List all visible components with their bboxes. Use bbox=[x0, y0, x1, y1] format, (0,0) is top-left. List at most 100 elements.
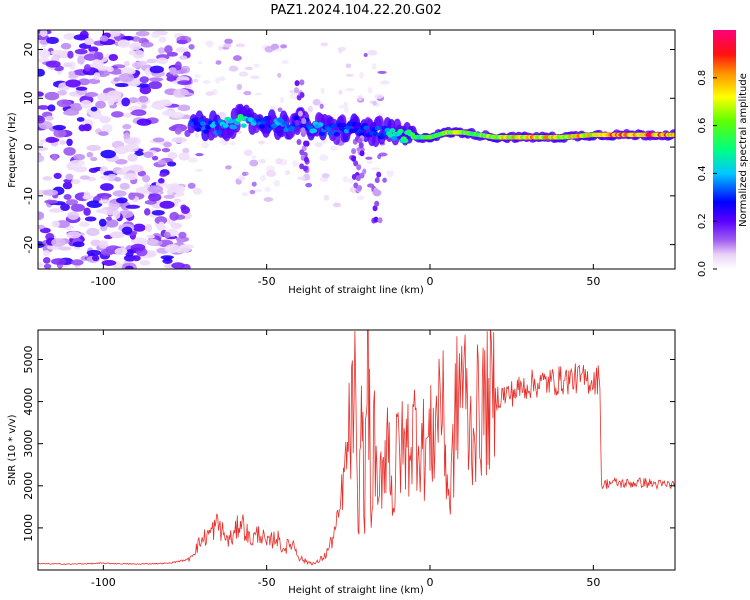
spectrogram-noise-blob bbox=[88, 167, 99, 173]
spectrogram-scatter-blob bbox=[218, 46, 223, 51]
spectrogram-dribble-blob bbox=[301, 118, 307, 125]
spectrogram-scatter-blob bbox=[367, 86, 373, 94]
spectrogram-scatter-blob bbox=[266, 170, 276, 177]
spectrogram-scatter-blob bbox=[342, 176, 348, 183]
spectrogram-scatter-blob bbox=[319, 154, 329, 162]
spectrogram-noise-blob bbox=[51, 238, 66, 247]
spectrogram-noise-blob bbox=[170, 222, 182, 230]
spectrogram-dribble-blob bbox=[299, 163, 305, 170]
spectrogram-noise-blob bbox=[44, 199, 59, 204]
spectrogram-noise-blob bbox=[119, 182, 130, 190]
spectrogram-noise-blob bbox=[47, 104, 56, 112]
spectrogram-ridge-core bbox=[346, 121, 353, 127]
spectrogram-noise-blob bbox=[53, 129, 67, 138]
spectrogram-noise-blob bbox=[159, 200, 175, 209]
spectrogram-ridge-core bbox=[356, 128, 363, 134]
spectrogram-scatter-blob bbox=[219, 76, 226, 82]
spectrogram-noise-blob bbox=[98, 131, 109, 137]
spectrogram-noise-blob bbox=[145, 223, 153, 232]
spectrogram-scatter-blob bbox=[194, 168, 203, 172]
spectrogram-noise-blob bbox=[99, 35, 109, 42]
spectrogram-noise-blob bbox=[175, 47, 188, 53]
spectrogram-noise-blob bbox=[77, 55, 85, 65]
y-tick-label: 0 bbox=[22, 144, 35, 151]
spectrogram-noise-blob bbox=[38, 47, 48, 53]
spectrogram-noise-blob bbox=[167, 161, 177, 167]
spectrogram-noise-blob bbox=[67, 211, 80, 220]
spectrogram-noise-blob bbox=[174, 61, 182, 71]
spectrogram-scatter-blob bbox=[260, 174, 266, 182]
spectrogram-dribble-blob bbox=[294, 126, 300, 133]
spectrogram-noise-blob bbox=[63, 110, 80, 116]
spectrogram-noise-blob bbox=[102, 124, 113, 133]
spectrogram-noise-blob bbox=[147, 193, 162, 202]
spectrogram-ridge-core bbox=[258, 124, 265, 129]
spectrogram-scatter-blob bbox=[235, 43, 246, 48]
spectrogram-x-ticks: -100 -50 0 50 bbox=[91, 30, 600, 288]
spectrogram-dribble-blob bbox=[353, 160, 359, 167]
spectrogram-scatter-blob bbox=[363, 52, 368, 57]
spectrogram-noise-blob bbox=[127, 153, 138, 162]
spectrogram-noise-blob bbox=[139, 85, 152, 95]
spectrogram-noise-blob bbox=[127, 97, 140, 103]
spectrogram-scatter-blob bbox=[332, 202, 342, 208]
spectrogram-scatter-blob bbox=[251, 181, 257, 187]
spectrogram-noise-blob bbox=[151, 209, 165, 216]
colorbar-tick-label: 0.4 bbox=[697, 165, 708, 181]
spectrogram-dribble-blob bbox=[296, 138, 302, 145]
colorbar-ticks: 0.0 0.2 0.4 0.6 0.8 bbox=[697, 70, 717, 277]
chart-title: PAZ1.2024.104.22.20.G02 bbox=[270, 3, 441, 18]
spectrogram-scatter-blob bbox=[238, 71, 249, 77]
spectrogram-scatter-blob bbox=[251, 155, 257, 160]
x-tick-label: 50 bbox=[586, 576, 600, 589]
spectrogram-noise-blob bbox=[62, 181, 73, 190]
spectrogram-scatter-blob bbox=[366, 160, 374, 165]
spectrogram-noise-blob bbox=[43, 263, 52, 269]
spectrogram-scatter-blob bbox=[225, 165, 232, 170]
spectrogram-noise-blob bbox=[63, 33, 76, 40]
spectrogram-noise-blob bbox=[79, 30, 89, 39]
spectrogram-ridge-core bbox=[374, 125, 381, 131]
spectrogram-scatter-blob bbox=[215, 60, 222, 65]
spectrogram-scatter-blob bbox=[258, 158, 266, 164]
spectrogram-scatter-blob bbox=[319, 103, 324, 109]
spectrogram-noise-blob bbox=[38, 211, 45, 221]
spectrogram-scatter-blob bbox=[292, 160, 299, 168]
spectrogram-heatmap bbox=[38, 30, 675, 269]
spectrogram-noise-blob bbox=[173, 198, 182, 203]
spectrogram-scatter-blob bbox=[285, 169, 291, 176]
spectrogram-noise-blob bbox=[76, 117, 85, 122]
spectrogram-noise-blob bbox=[38, 224, 45, 230]
spectrogram-noise-blob bbox=[84, 216, 97, 222]
spectrogram-noise-blob bbox=[80, 99, 92, 109]
spectrogram-noise-blob bbox=[53, 172, 62, 180]
spectrogram-noise-blob bbox=[111, 111, 124, 118]
spectrogram-dribble-blob bbox=[294, 80, 300, 87]
spectrogram-noise-blob bbox=[177, 80, 192, 86]
colorbar-tick-label: 0.6 bbox=[697, 118, 708, 134]
spectrogram-noise-blob bbox=[156, 57, 168, 65]
spectrogram-scatter-blob bbox=[277, 107, 283, 113]
x-tick-label: -100 bbox=[91, 275, 116, 288]
spectrogram-scatter-blob bbox=[184, 92, 194, 96]
spectrogram-scatter-blob bbox=[275, 158, 283, 165]
spectrogram-dribble-blob bbox=[300, 127, 306, 134]
spectrogram-noise-blob bbox=[86, 144, 101, 152]
spectrogram-noise-blob bbox=[100, 175, 110, 180]
spectrogram-ridge-core bbox=[195, 127, 202, 132]
spectrogram-noise-blob bbox=[158, 100, 173, 107]
spectrogram-noise-blob bbox=[108, 53, 118, 61]
spectrogram-noise-blob bbox=[59, 140, 67, 145]
spectrogram-noise-blob bbox=[109, 231, 125, 239]
spectrogram-noise-blob bbox=[106, 90, 122, 100]
spectrogram-noise-blob bbox=[100, 149, 117, 159]
spectrogram-noise-blob bbox=[158, 36, 167, 43]
spectrogram-noise-blob bbox=[105, 219, 119, 228]
spectrogram-ridge-core bbox=[311, 128, 318, 134]
spectrogram-dribble-blob bbox=[359, 172, 365, 179]
spectrogram-noise-blob bbox=[169, 69, 180, 75]
spectrogram-noise-blob bbox=[140, 41, 154, 48]
colorbar-tick-label: 0.2 bbox=[697, 213, 708, 229]
spectrogram-dribble-blob bbox=[303, 140, 309, 147]
